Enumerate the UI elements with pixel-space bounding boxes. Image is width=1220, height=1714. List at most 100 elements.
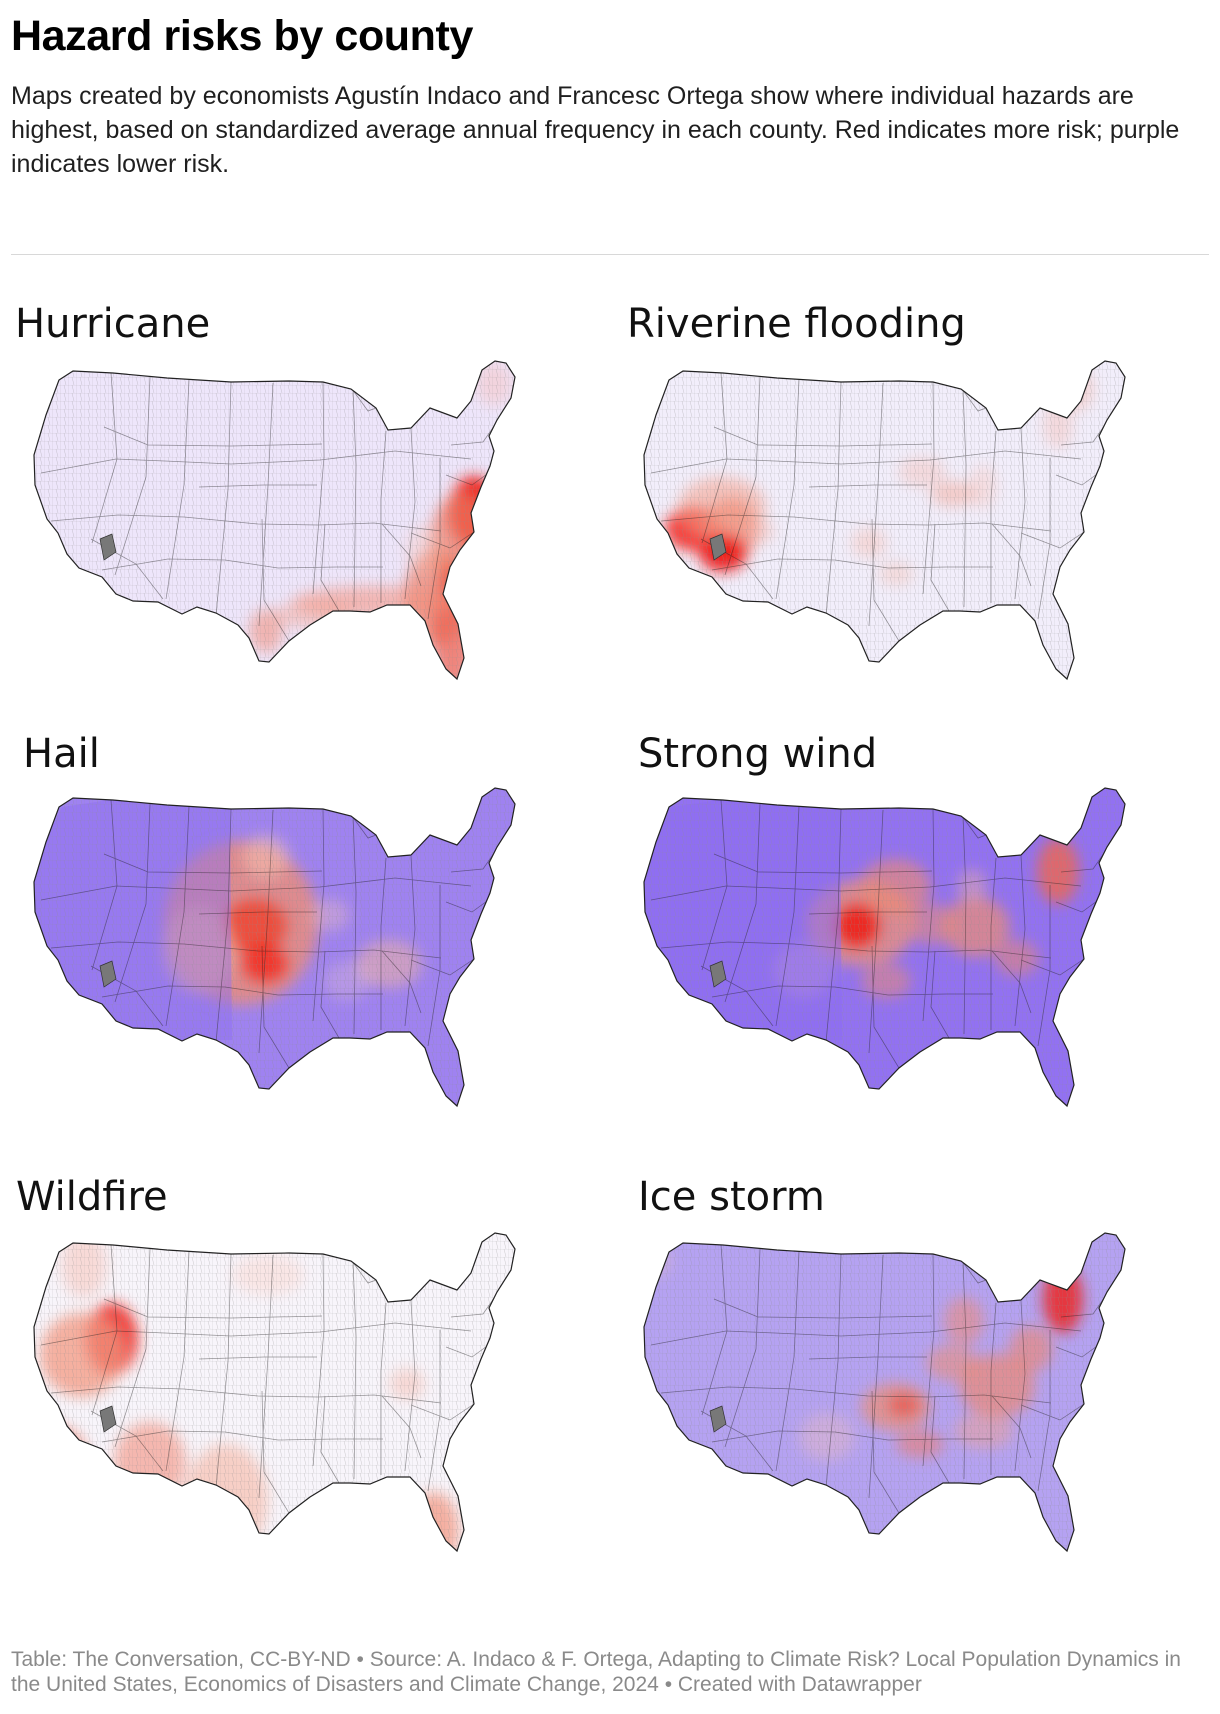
ice-storm-state-border-8 (990, 1302, 997, 1475)
riverine-flooding-map (620, 353, 1160, 713)
ice-storm-state-border-23 (1020, 1403, 1085, 1421)
hurricane-state-border-16 (381, 523, 422, 587)
hurricane-state-border-3 (165, 379, 190, 600)
wildfire-state-border-7 (352, 1260, 357, 1480)
ice-storm-county-grid (644, 1233, 1125, 1551)
wildfire-title: Wildfire (16, 1174, 168, 1220)
page-title: Hazard risks by county (11, 12, 473, 60)
hurricane-state-border-8 (380, 430, 387, 603)
strong-wind-state-border-23 (1020, 958, 1085, 976)
strong-wind-map (620, 780, 1160, 1140)
wildfire-state-border-11 (40, 1322, 472, 1346)
strong-wind-missing-county (709, 960, 727, 988)
footer-separator: • (664, 1673, 673, 1696)
hail-state-borders (40, 799, 500, 1069)
riverine-flooding-state-border-19 (961, 388, 987, 412)
hail-national-outline (33, 787, 516, 1108)
strong-wind-state-border-4 (825, 808, 842, 1043)
hurricane-state-border-19 (351, 388, 377, 412)
riverine-flooding-state-border-2 (724, 376, 761, 576)
wildfire-hotspot-10 (34, 1424, 61, 1460)
ice-storm-state-border-10 (1037, 1330, 1051, 1492)
strong-wind-state-border-2 (724, 803, 761, 1003)
riverine-flooding-state-border-12 (660, 514, 1052, 532)
riverine-flooding-state-border-9 (1014, 428, 1026, 600)
ice-storm-state-border-9 (1014, 1300, 1026, 1472)
wildfire-state-border-13 (101, 1430, 383, 1443)
strong-wind-state-border-6 (922, 808, 935, 1022)
hurricane-state-border-12 (50, 514, 442, 532)
strong-wind-choropleth (643, 787, 1126, 1108)
hail-state-border-8 (380, 857, 387, 1030)
hurricane-state-border-22 (198, 484, 317, 488)
wildfire-state-border-12 (50, 1386, 442, 1404)
header-divider (11, 254, 1209, 255)
hail-state-border-11 (40, 877, 472, 901)
strong-wind-state-border-5 (868, 809, 884, 1054)
hail-county-grid (34, 788, 515, 1106)
riverine-flooding-state-border-16 (991, 523, 1032, 587)
hail-state-border-9 (404, 855, 416, 1027)
strong-wind-state-border-9 (1014, 855, 1026, 1027)
ice-storm-state-border-2 (724, 1248, 761, 1448)
hail-state-border-2 (114, 803, 151, 1003)
riverine-flooding-state-border-5 (868, 382, 884, 627)
chart-footer: Table: The Conversation, CC-BY-ND • Sour… (11, 1647, 1209, 1697)
hail-state-border-3 (165, 806, 190, 1027)
strong-wind-title: Strong wind (638, 731, 878, 777)
ice-storm-state-border-15 (930, 1395, 950, 1484)
ice-storm-state-border-5 (868, 1254, 884, 1499)
wildfire-state-border-9 (404, 1300, 416, 1472)
hurricane-state-border-4 (215, 381, 232, 616)
strong-wind-national-outline (643, 787, 1126, 1108)
strong-wind-state-border-16 (991, 950, 1032, 1014)
riverine-flooding-county-grid (644, 361, 1125, 679)
hurricane-title: Hurricane (15, 301, 211, 347)
strong-wind-county-grid (644, 788, 1125, 1106)
ice-storm-state-borders (650, 1244, 1110, 1514)
riverine-flooding-title: Riverine flooding (627, 301, 966, 347)
hurricane-state-border-13 (101, 558, 383, 571)
hail-state-border-7 (352, 815, 357, 1035)
wildfire-national-outline (33, 1232, 516, 1553)
footer-separator: • (356, 1648, 364, 1671)
table-credit: Table: The Conversation, CC-BY-ND (11, 1648, 351, 1671)
hurricane-state-border-11 (40, 450, 472, 474)
wildfire-state-border-5 (258, 1254, 274, 1499)
hail-state-border-22 (198, 911, 317, 915)
hail-state-border-12 (50, 941, 442, 959)
hail-state-border-13 (101, 985, 383, 998)
hail-title: Hail (23, 731, 100, 777)
ice-storm-state-border-16 (991, 1395, 1032, 1459)
datawrapper-credit: Created with Datawrapper (677, 1673, 922, 1696)
hail-state-border-1 (91, 799, 118, 971)
hail-missing-county (99, 960, 117, 988)
wildfire-state-border-6 (312, 1253, 325, 1467)
ice-storm-choropleth (643, 1232, 1126, 1553)
wildfire-choropleth (33, 1232, 516, 1553)
wildfire-state-border-10 (427, 1330, 441, 1492)
hurricane-state-border-14 (261, 518, 290, 642)
strong-wind-state-border-3 (775, 806, 800, 1027)
riverine-flooding-state-border-13 (711, 558, 993, 571)
strong-wind-state-border-15 (930, 950, 950, 1039)
ice-storm-map (620, 1225, 1160, 1585)
hurricane-missing-county (99, 533, 117, 561)
hail-state-border-16 (381, 950, 422, 1014)
strong-wind-state-border-21 (713, 853, 933, 874)
hail-state-border-23 (410, 958, 475, 976)
riverine-flooding-state-border-6 (922, 381, 935, 595)
riverine-flooding-state-border-11 (650, 450, 1082, 474)
strong-wind-state-border-8 (990, 857, 997, 1030)
wildfire-state-border-23 (410, 1403, 475, 1421)
hail-state-border-5 (258, 809, 274, 1054)
ice-storm-state-border-6 (922, 1253, 935, 1467)
hurricane-map (10, 353, 550, 713)
ice-storm-state-border-4 (825, 1253, 842, 1488)
riverine-flooding-state-border-4 (825, 381, 842, 616)
hurricane-choropleth (33, 360, 516, 681)
strong-wind-state-border-7 (962, 815, 967, 1035)
hail-state-border-14 (261, 945, 290, 1069)
wildfire-state-border-16 (381, 1395, 422, 1459)
